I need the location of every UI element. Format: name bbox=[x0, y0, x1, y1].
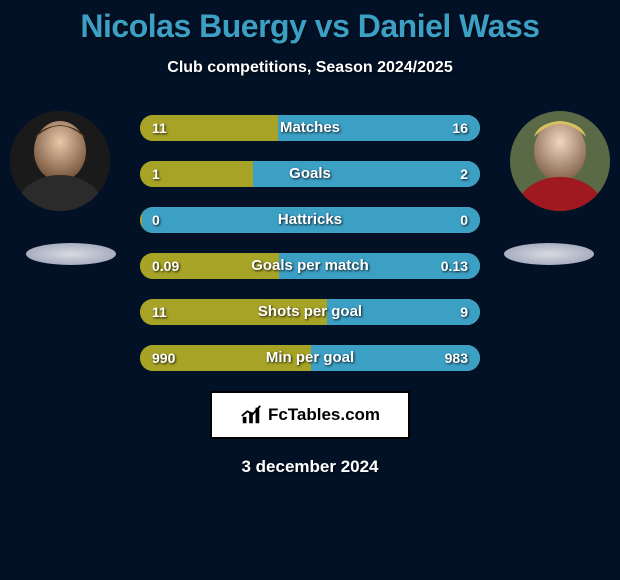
stat-label: Goals bbox=[140, 161, 480, 187]
stat-row: Goals per match0.09 0.13 bbox=[140, 253, 480, 279]
player-left-shadow bbox=[26, 243, 116, 265]
stat-value-left: 0 bbox=[152, 207, 160, 233]
stat-row: Shots per goal11 9 bbox=[140, 299, 480, 325]
stat-value-right: 0.13 bbox=[441, 253, 468, 279]
stat-value-right: 0 bbox=[460, 207, 468, 233]
player-right-avatar bbox=[510, 111, 610, 211]
stat-value-left: 990 bbox=[152, 345, 175, 371]
stat-label: Hattricks bbox=[140, 207, 480, 233]
stat-value-left: 11 bbox=[152, 299, 167, 325]
avatar-placeholder-icon bbox=[10, 111, 110, 211]
stat-row: Goals1 2 bbox=[140, 161, 480, 187]
stat-value-right: 16 bbox=[452, 115, 468, 141]
source-badge: FcTables.com bbox=[210, 391, 410, 439]
page-title: Nicolas Buergy vs Daniel Wass bbox=[0, 8, 620, 45]
stat-label: Min per goal bbox=[140, 345, 480, 371]
stat-label: Matches bbox=[140, 115, 480, 141]
comparison-infographic: Nicolas Buergy vs Daniel Wass Club compe… bbox=[0, 0, 620, 580]
stat-value-right: 983 bbox=[445, 345, 468, 371]
stat-value-left: 0.09 bbox=[152, 253, 179, 279]
stat-value-left: 1 bbox=[152, 161, 160, 187]
chart-icon bbox=[240, 404, 262, 426]
stat-row: Matches11 16 bbox=[140, 115, 480, 141]
stat-value-right: 9 bbox=[460, 299, 468, 325]
player-left-avatar bbox=[10, 111, 110, 211]
stat-bars: Matches1116Goals12Hattricks00Goals per m… bbox=[140, 111, 480, 371]
date-text: 3 december 2024 bbox=[0, 457, 620, 477]
player-right-shadow bbox=[504, 243, 594, 265]
source-text: FcTables.com bbox=[268, 405, 380, 425]
subtitle: Club competitions, Season 2024/2025 bbox=[0, 59, 620, 77]
avatar-placeholder-icon bbox=[510, 111, 610, 211]
stat-value-right: 2 bbox=[460, 161, 468, 187]
stat-row: Min per goal990 983 bbox=[140, 345, 480, 371]
comparison-stage: Matches1116Goals12Hattricks00Goals per m… bbox=[0, 111, 620, 371]
stat-label: Goals per match bbox=[140, 253, 480, 279]
stat-value-left: 11 bbox=[152, 115, 167, 141]
stat-row: Hattricks0 0 bbox=[140, 207, 480, 233]
stat-label: Shots per goal bbox=[140, 299, 480, 325]
